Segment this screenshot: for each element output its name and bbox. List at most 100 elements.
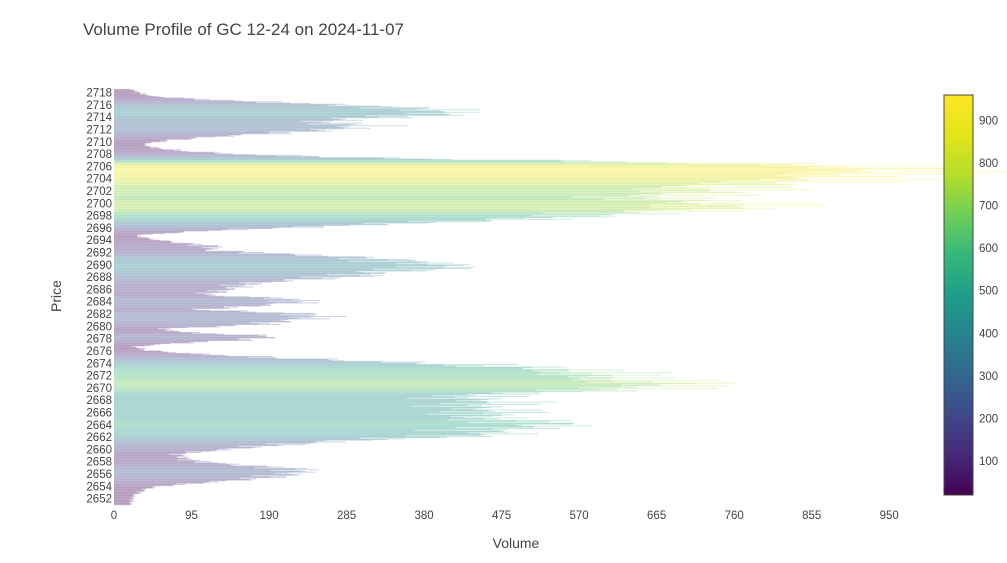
- volume-bar: [114, 295, 225, 297]
- volume-bar: [114, 106, 430, 108]
- volume-bar: [114, 217, 525, 219]
- volume-bar: [114, 450, 217, 452]
- volume-bar: [114, 332, 192, 334]
- y-axis-ticks: 2652265426562658266026622664266626682670…: [86, 88, 112, 506]
- volume-bar: [114, 239, 160, 241]
- volume-bar: [114, 413, 427, 415]
- volume-bar: [114, 387, 717, 389]
- volume-bar: [114, 463, 240, 465]
- volume-bar: [114, 312, 314, 314]
- volume-bar: [114, 215, 534, 217]
- volume-bar: [114, 365, 457, 367]
- volume-bar: [114, 231, 184, 233]
- volume-bar: [114, 428, 494, 430]
- volume-bar: [114, 468, 295, 470]
- volume-bar: [114, 214, 615, 216]
- volume-bar: [114, 319, 289, 321]
- volume-bar: [114, 378, 610, 380]
- volume-bar: [114, 452, 187, 454]
- volume-bar: [114, 211, 624, 213]
- volume-bar: [114, 456, 177, 458]
- volume-bar: [114, 439, 373, 441]
- volume-bar: [114, 112, 444, 114]
- volume-bar: [114, 134, 241, 136]
- volume-bar: [114, 347, 146, 349]
- volume-bar: [114, 286, 254, 288]
- volume-bar: [114, 129, 326, 131]
- volume-bar: [114, 434, 486, 436]
- volume-bar: [114, 442, 311, 444]
- volume-bar: [114, 292, 228, 293]
- volume-bar: [114, 200, 744, 202]
- volume-bar: [114, 476, 271, 478]
- volume-bar: [114, 168, 835, 170]
- volume-bar: [114, 200, 683, 202]
- volume-bar: [114, 222, 428, 224]
- volume-bar: [114, 491, 141, 493]
- volume-bar: [114, 387, 580, 389]
- volume-bar: [114, 360, 344, 362]
- volume-bar: [114, 503, 133, 505]
- volume-bar: [114, 344, 151, 346]
- volume-bar: [114, 256, 366, 258]
- volume-bar: [114, 381, 653, 383]
- volume-bar: [114, 232, 180, 234]
- volume-bar: [114, 179, 761, 181]
- volume-bar: [114, 109, 481, 111]
- volume-bar: [114, 460, 196, 462]
- volume-bar: [114, 266, 397, 268]
- volume-bar: [114, 443, 306, 445]
- volume-bar: [114, 389, 536, 391]
- y-tick-label: 2658: [86, 457, 112, 469]
- volume-bar: [114, 432, 468, 434]
- volume-bar: [114, 114, 464, 116]
- volume-bar: [114, 455, 187, 457]
- volume-bar: [114, 277, 323, 279]
- volume-bar: [114, 453, 186, 455]
- volume-bar: [114, 276, 301, 278]
- volume-bar: [114, 298, 301, 300]
- volume-bar: [114, 405, 412, 407]
- volume-bar: [114, 430, 501, 432]
- volume-bar: [114, 410, 489, 412]
- volume-bar: [114, 345, 145, 347]
- volume-bar: [114, 201, 682, 203]
- volume-bar: [114, 346, 137, 348]
- volume-bar: [114, 236, 138, 238]
- x-tick-label: 190: [259, 510, 278, 522]
- volume-bar: [114, 101, 282, 103]
- volume-bar: [114, 417, 528, 419]
- volume-bar: [114, 182, 776, 184]
- volume-bar: [114, 272, 384, 274]
- volume-bar: [114, 152, 221, 154]
- volume-bar: [114, 275, 361, 277]
- volume-bar: [114, 196, 658, 198]
- volume-bar: [114, 204, 650, 206]
- volume-bar: [114, 164, 765, 166]
- volume-bar: [114, 178, 797, 180]
- volume-bar: [114, 399, 481, 401]
- volume-bar: [114, 243, 192, 245]
- volume-bar: [114, 189, 809, 191]
- volume-bar: [114, 285, 245, 287]
- y-tick-label: 2690: [86, 260, 112, 272]
- volume-bar: [114, 143, 146, 145]
- volume-bar: [114, 320, 292, 322]
- volume-bar: [114, 208, 774, 210]
- volume-bar: [114, 176, 897, 178]
- volume-bar: [114, 441, 346, 443]
- volume-bar: [114, 152, 216, 154]
- volume-bar: [114, 208, 692, 210]
- volume-bar: [114, 501, 135, 503]
- x-tick-label: 665: [647, 510, 666, 522]
- volume-bar: [114, 398, 501, 400]
- volume-bar: [114, 489, 146, 491]
- volume-bar: [114, 298, 264, 300]
- volume-bar: [114, 458, 193, 460]
- volume-bar: [114, 380, 612, 382]
- volume-bar: [114, 135, 235, 137]
- volume-bar: [114, 363, 416, 365]
- volume-bar: [114, 172, 873, 174]
- volume-bar: [114, 284, 259, 285]
- volume-bar: [114, 202, 821, 204]
